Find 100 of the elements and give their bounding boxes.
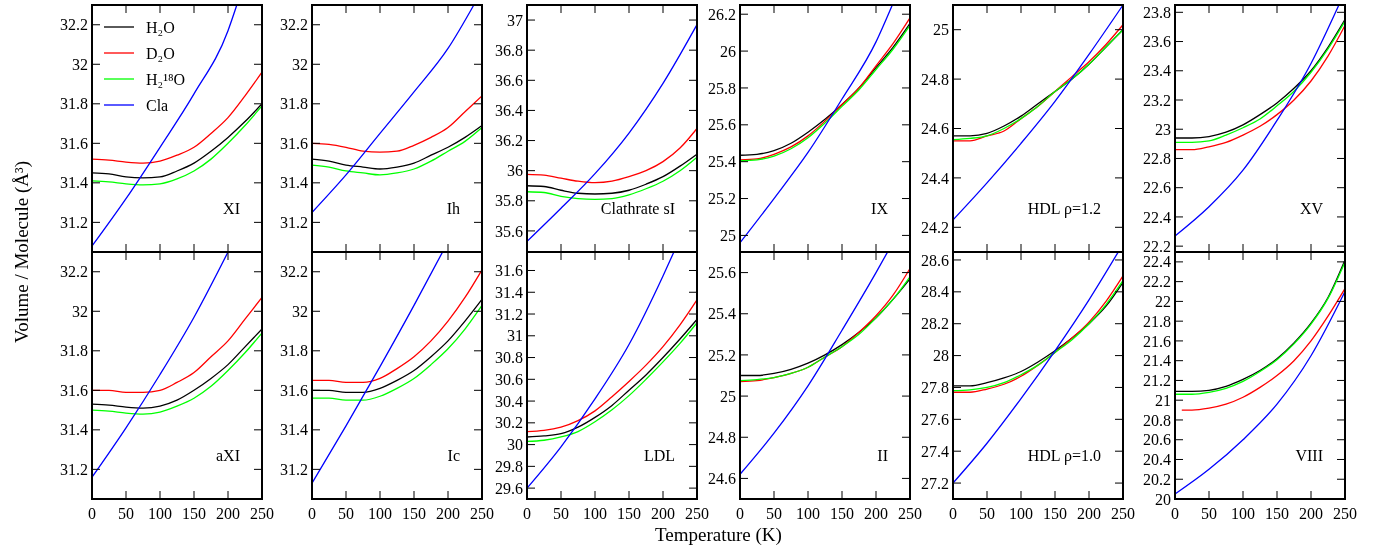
- y-tick-label: 23.6: [1143, 33, 1171, 51]
- y-tick-label: 25.6: [708, 264, 736, 282]
- y-tick-label: 31.2: [280, 460, 308, 478]
- y-tick-label: 31.6: [280, 134, 308, 152]
- y-tick-label: 31: [507, 327, 523, 345]
- x-tick-label: 200: [1299, 505, 1323, 522]
- y-tick-label: 31.8: [60, 95, 88, 113]
- y-tick-label: 37: [507, 11, 523, 29]
- x-tick-label: 50: [338, 505, 354, 522]
- y-tick-label: 31.8: [280, 95, 308, 113]
- y-tick-label: 22.4: [1143, 208, 1171, 226]
- y-tick-label: 29.6: [495, 479, 523, 497]
- y-tick-label: 31.2: [495, 305, 523, 323]
- x-tick-label: 150: [830, 505, 854, 522]
- line-series: [311, 269, 483, 384]
- y-tick-label: 31.4: [60, 421, 88, 439]
- x-tick-label: 50: [118, 505, 134, 522]
- x-tick-label: 200: [651, 505, 675, 522]
- x-tick-label: 0: [949, 505, 957, 522]
- y-tick-label: 22.4: [1143, 253, 1171, 271]
- y-tick-label: 36: [507, 162, 523, 180]
- y-tick-label: 24.6: [921, 120, 949, 138]
- y-tick-label: 22.2: [1143, 237, 1171, 255]
- x-tick-label: 0: [88, 505, 96, 522]
- legend-label: D₂O: [146, 44, 175, 62]
- x-tick-label: 250: [470, 505, 494, 522]
- legend-label: H₂O: [146, 18, 175, 36]
- annotation: IX: [871, 200, 889, 217]
- annotation: Ic: [447, 447, 460, 464]
- x-tick-label: 150: [182, 505, 206, 522]
- y-tick-label: 26.2: [708, 5, 736, 23]
- y-tick-label: 25.4: [708, 305, 736, 323]
- y-tick-label: 21.6: [1143, 332, 1171, 350]
- legend-label: Cla: [146, 96, 169, 114]
- x-tick-label: 150: [1265, 505, 1289, 522]
- line-series: [311, 251, 444, 484]
- y-tick-label: 31.8: [280, 342, 308, 360]
- y-tick-label: 23.8: [1143, 3, 1171, 21]
- annotation: LDL: [643, 447, 675, 464]
- y-tick-label: 25.4: [708, 153, 736, 171]
- x-tick-label: 100: [148, 505, 172, 522]
- x-tick-label: 50: [979, 505, 995, 522]
- y-tick-label: 31.4: [495, 283, 523, 301]
- y-tick-label: 31.6: [280, 381, 308, 399]
- y-tick-label: 31.8: [60, 342, 88, 360]
- y-tick-label: 35.8: [495, 192, 523, 210]
- y-tick-label: 32: [292, 55, 308, 73]
- y-tick-label: 21.2: [1143, 372, 1171, 390]
- annotation: Clathrate sI: [600, 200, 675, 217]
- line-series: [526, 23, 698, 243]
- y-tick-label: 32.2: [280, 16, 308, 34]
- line-series: [952, 4, 1124, 221]
- line-series: [952, 251, 1119, 484]
- x-axis-title: Temperature (K): [655, 524, 782, 546]
- y-tick-label: 25.6: [708, 116, 736, 134]
- y-tick-label: 28.6: [921, 251, 949, 269]
- x-tick-label: 100: [1009, 505, 1033, 522]
- y-tick-label: 32: [72, 302, 88, 320]
- line-series: [526, 251, 675, 489]
- y-tick-label: 29.8: [495, 457, 523, 475]
- y-tick-label: 27.4: [921, 442, 949, 460]
- annotation: VIII: [1295, 447, 1323, 464]
- y-tick-label: 27.6: [921, 410, 949, 428]
- x-tick-label: 250: [1111, 505, 1135, 522]
- y-tick-label: 25: [720, 227, 736, 245]
- line-series: [739, 4, 893, 244]
- annotation: aXI: [216, 447, 240, 464]
- y-tick-label: 28.4: [921, 283, 949, 301]
- x-tick-label: 250: [1333, 505, 1357, 522]
- y-tick-label: 31.2: [60, 213, 88, 231]
- y-tick-label: 22.6: [1143, 179, 1171, 197]
- x-tick-label: 50: [1201, 505, 1217, 522]
- y-tick-label: 24.8: [921, 70, 949, 88]
- y-tick-label: 22.2: [1143, 273, 1171, 291]
- y-tick-label: 31.4: [60, 174, 88, 192]
- y-tick-label: 31.2: [280, 213, 308, 231]
- y-tick-label: 36.4: [495, 102, 523, 120]
- annotation: XV: [1299, 200, 1324, 217]
- x-tick-label: 0: [523, 505, 531, 522]
- y-tick-label: 25.8: [708, 79, 736, 97]
- y-tick-label: 20.2: [1143, 470, 1171, 488]
- y-tick-label: 20.8: [1143, 411, 1171, 429]
- y-tick-label: 31.4: [280, 174, 308, 192]
- line-series: [91, 71, 263, 164]
- line-series: [1174, 290, 1346, 495]
- x-tick-label: 150: [617, 505, 641, 522]
- x-tick-label: 200: [864, 505, 888, 522]
- y-tick-label: 26: [720, 42, 736, 60]
- x-tick-label: 200: [216, 505, 240, 522]
- y-tick-label: 32.2: [60, 263, 88, 281]
- y-tick-label: 24.6: [708, 470, 736, 488]
- line-series: [91, 4, 238, 247]
- y-tick-label: 30.2: [495, 414, 523, 432]
- y-tick-label: 36.2: [495, 132, 523, 150]
- line-series: [1181, 287, 1346, 411]
- y-axis-title: Volume / Molecule (Å³): [11, 160, 33, 344]
- y-tick-label: 20.4: [1143, 451, 1171, 469]
- y-tick-label: 21.4: [1143, 352, 1171, 370]
- y-tick-label: 31.6: [60, 381, 88, 399]
- y-tick-label: 35.6: [495, 222, 523, 240]
